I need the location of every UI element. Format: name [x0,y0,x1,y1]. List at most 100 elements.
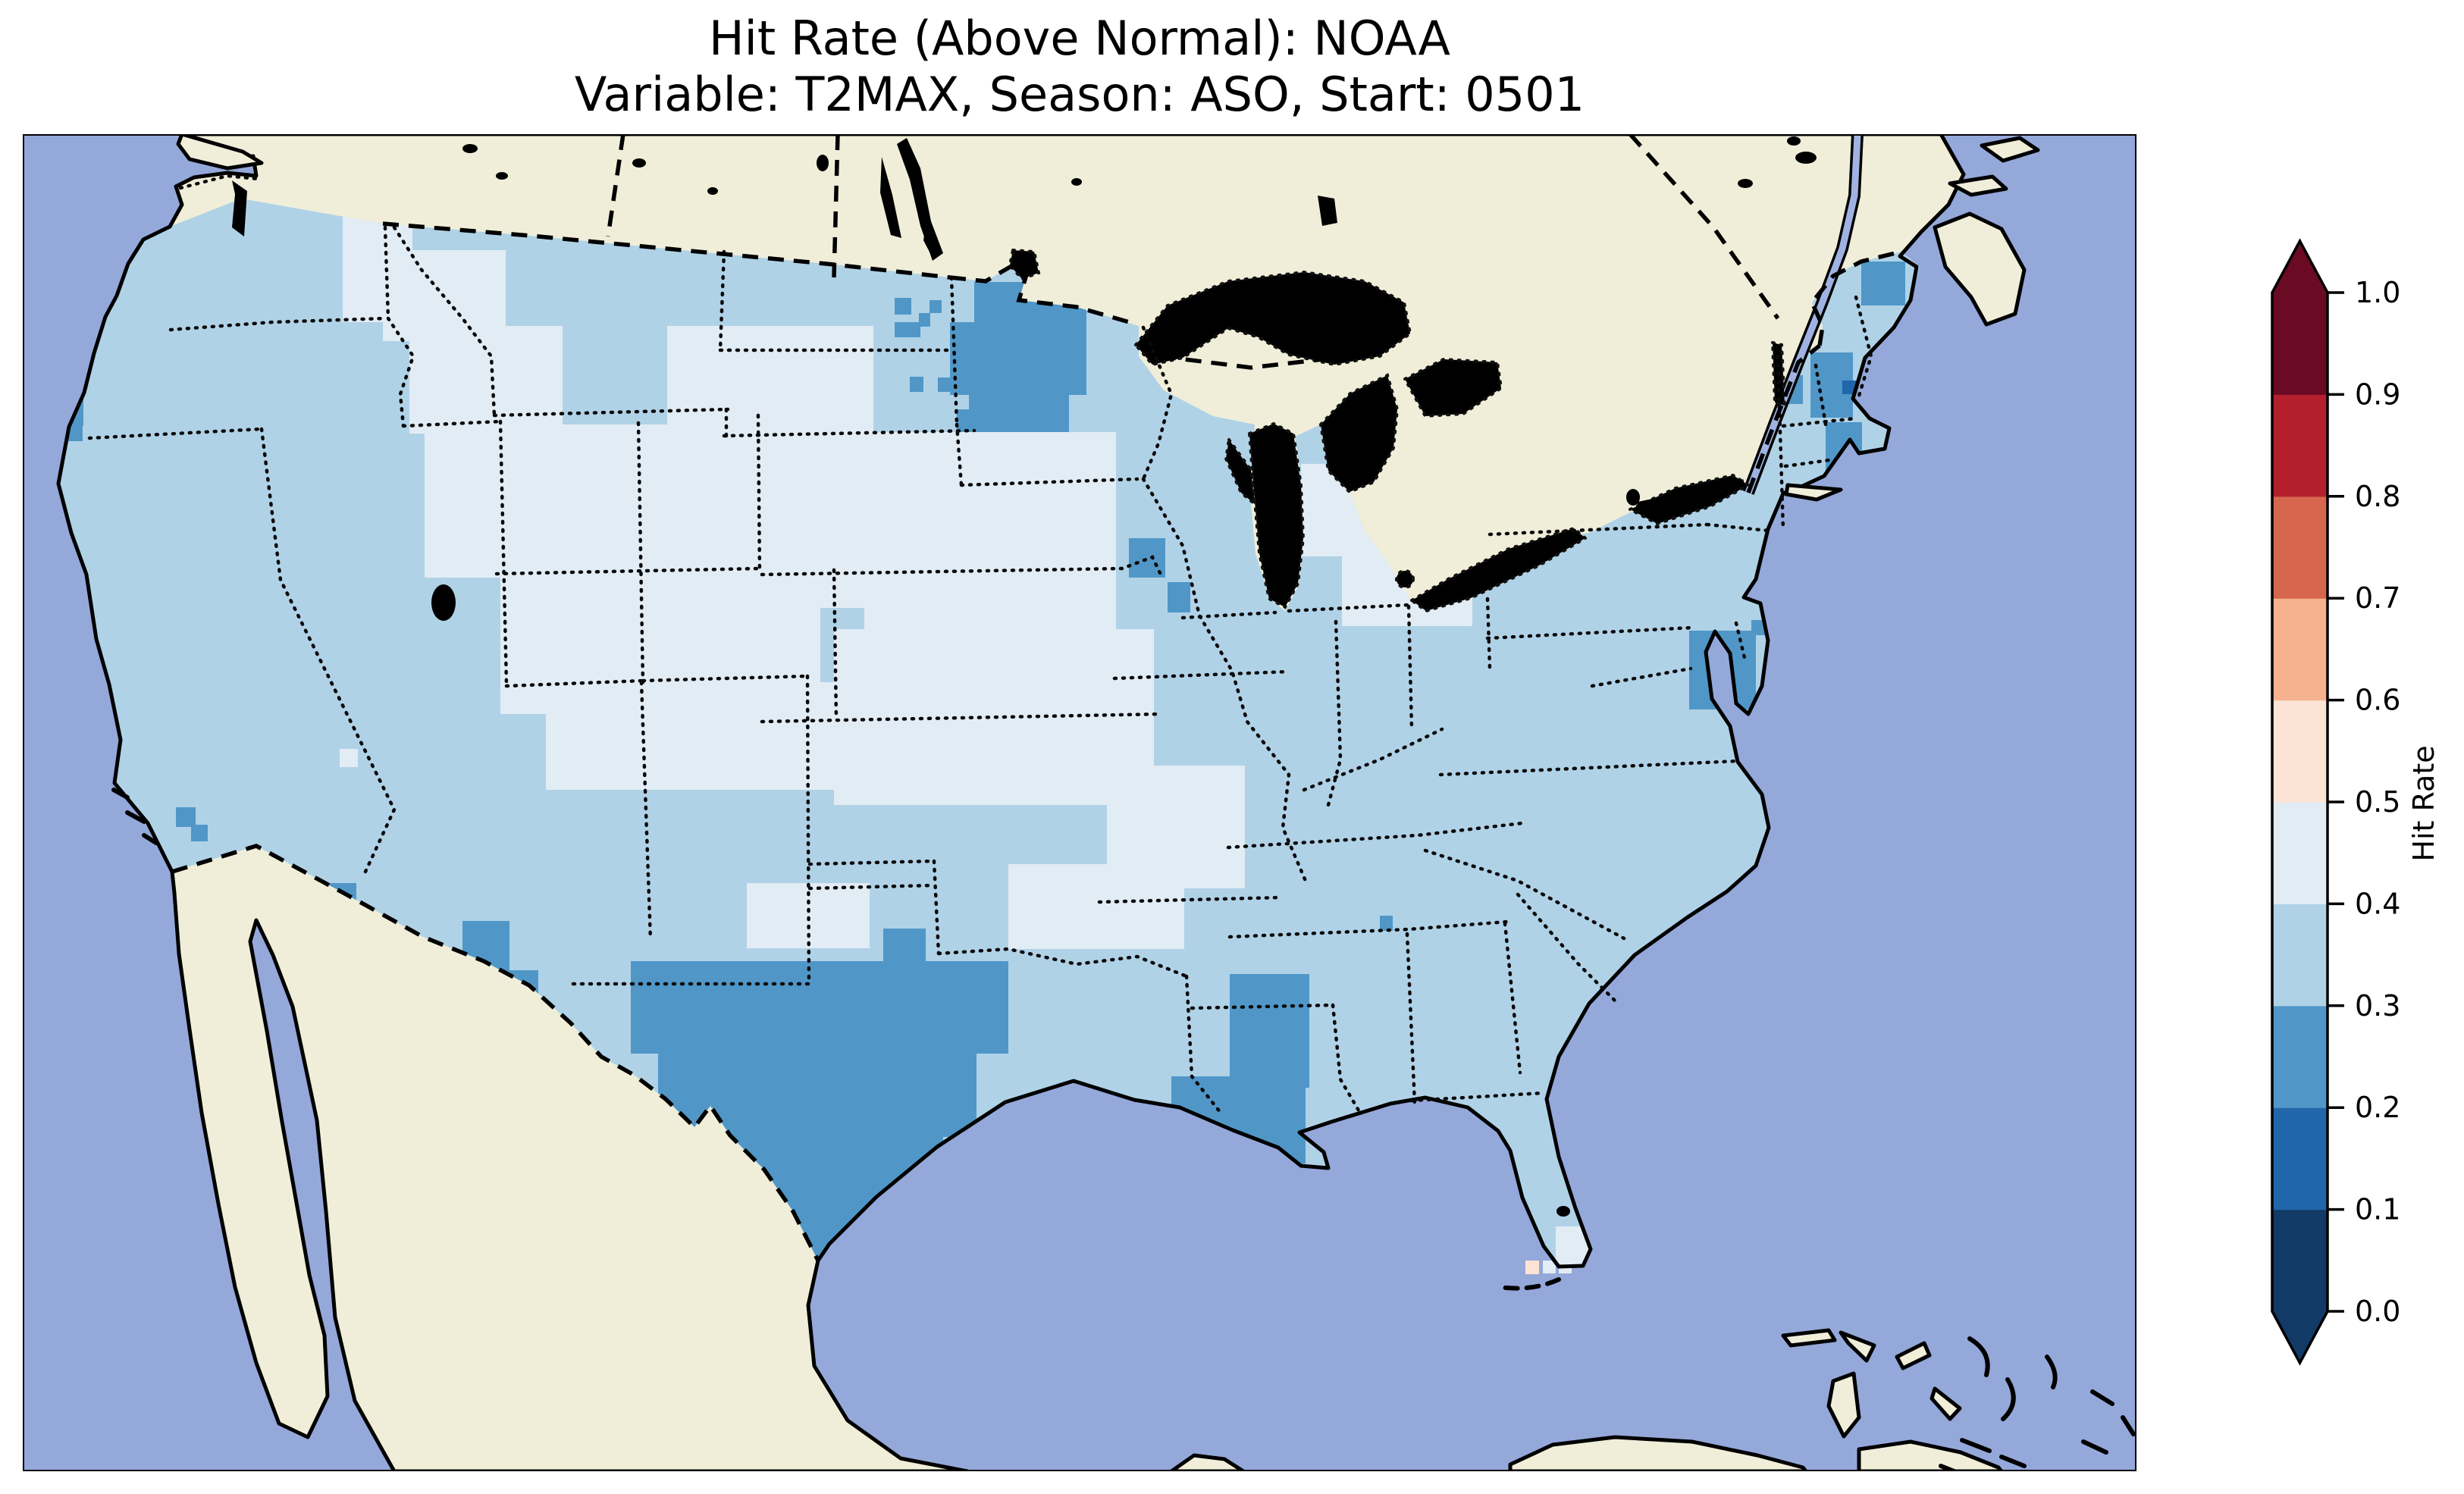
colorbar-bin-0.6-0.7 [2272,598,2328,701]
nova-scotia [1933,211,2027,327]
grid-cell [938,377,951,392]
puget-sound [232,180,247,236]
yucatan-tip [1169,1453,1246,1471]
prince-edward-island [1948,174,2008,197]
small-lake [1071,178,1082,186]
small-lake [632,158,646,168]
colorbar-bin-0.5-0.6 [2272,700,2328,803]
grid-cell [546,682,835,790]
colorbar-tick-label: 0.0 [2355,1295,2400,1328]
vancouver-island [176,134,264,171]
eleuthera-island [1895,1341,1932,1370]
grand-bahama [1781,1328,1837,1348]
grid-cell [1861,262,1905,305]
lake-okeechobee [1556,1206,1570,1217]
st-lawrence-river [1742,134,1864,495]
grid-cell [919,313,930,327]
mexico-us-border [171,844,820,1262]
lake-huron [1318,373,1400,494]
lakes [232,136,1817,1217]
lake-simcoe [1626,489,1640,506]
colorbar-arrow-under [2272,1311,2328,1363]
grid-cell [864,432,1116,631]
grid-cell [895,298,911,315]
canada-us-border [382,221,1902,601]
lake-erie [1409,526,1588,613]
lake-winnipegosis [880,157,901,238]
grid-cells [58,199,1905,1267]
colorbar-bin-0.3-0.4 [2272,904,2328,1007]
colorbar-tick-label: 1.0 [2355,276,2400,309]
colorbar-arrow-over [2272,241,2328,293]
colorbar: 0.0 0.1 0.2 0.3 0.4 0.5 0.6 0.7 0.8 0.9 1.0 Hit Ra… [2271,238,2440,1366]
grid-cell [1230,974,1309,1088]
map-area [23,134,2136,1471]
colorbar-tick-label: 0.8 [2355,480,2400,513]
grid-cell [340,749,358,767]
colorbar-tick-label: 0.7 [2355,581,2400,615]
long-island [1784,483,1843,502]
grid-cell [631,961,1008,1054]
grid-cell [883,929,926,963]
small-lake [1795,152,1817,164]
bahama-cays [1967,1336,2058,1421]
colorbar-bin-0.8-0.9 [2272,394,2328,497]
colorbar-bin-0.9-1.0 [2272,293,2328,395]
small-lake [1787,136,1801,146]
colorbar-axis-label: Hit Rate [2407,745,2440,861]
colorbar-bin-0.7-0.8 [2272,496,2328,599]
lake-nipigon [1318,196,1337,226]
colorbar-tick-label: 0.2 [2355,1091,2400,1124]
cuba [1508,1435,1808,1471]
grid-cell [1842,381,1856,394]
province-borders [606,134,1780,320]
grid-cell [957,409,1004,432]
cuba-east [1857,1439,2004,1471]
small-lake [817,155,829,171]
title-line-2: Variable: T2MAX, Season: ASO, Start: 050… [575,67,1585,122]
lake-of-the-woods [1008,248,1041,281]
grid-cell [929,300,942,313]
lake-manitoba [923,221,937,258]
grid-cell [910,377,923,392]
colorbar-segments [2272,241,2328,1363]
grid-cell [950,322,1086,395]
grid-cell [1282,993,1300,1011]
colorbar-ticks: 0.0 0.1 0.2 0.3 0.4 0.5 0.6 0.7 0.8 0.9 1.0 [2328,276,2400,1328]
small-lake [496,172,508,180]
colorbar-tick-label: 0.1 [2355,1193,2400,1226]
small-lake [1738,179,1753,188]
long-island-bahamas [1930,1386,1962,1421]
colorbar-tick-label: 0.3 [2355,989,2400,1023]
lake-michigan [1247,421,1306,609]
grid-cell [1168,582,1190,612]
georgian-bay [1403,357,1503,418]
grid-cell [409,326,563,434]
grid-cell [1525,1261,1539,1274]
anticosti-island [1980,136,2040,163]
state-borders [87,174,1873,1117]
colorbar-bin-0.4-0.5 [2272,802,2328,904]
green-bay [1224,435,1257,508]
colorbar-tick-label: 0.5 [2355,785,2400,819]
grid-cell [895,322,920,337]
grid-cell [191,825,208,841]
caribbean-islands [1939,1389,2136,1471]
colorbar-tick-label: 0.9 [2355,377,2400,411]
small-lake [462,144,478,153]
small-lake [707,187,718,195]
colorbar-tick-label: 0.4 [2355,887,2400,920]
colorbar-bin-0.2-0.3 [2272,1005,2328,1108]
lake-superior [1133,270,1412,367]
lake-winnipeg [897,138,943,261]
andros-island [1826,1371,1861,1439]
grid-cell [1380,916,1393,931]
channel-islands [111,788,158,845]
grid-cell [176,807,196,827]
florida-keys [1497,1277,1561,1291]
colorbar-bin-0.1-0.2 [2272,1107,2328,1211]
figure-title: Hit Rate (Above Normal): NOAA Variable: … [575,11,1585,122]
colorbar-tick-label: 0.6 [2355,684,2400,717]
